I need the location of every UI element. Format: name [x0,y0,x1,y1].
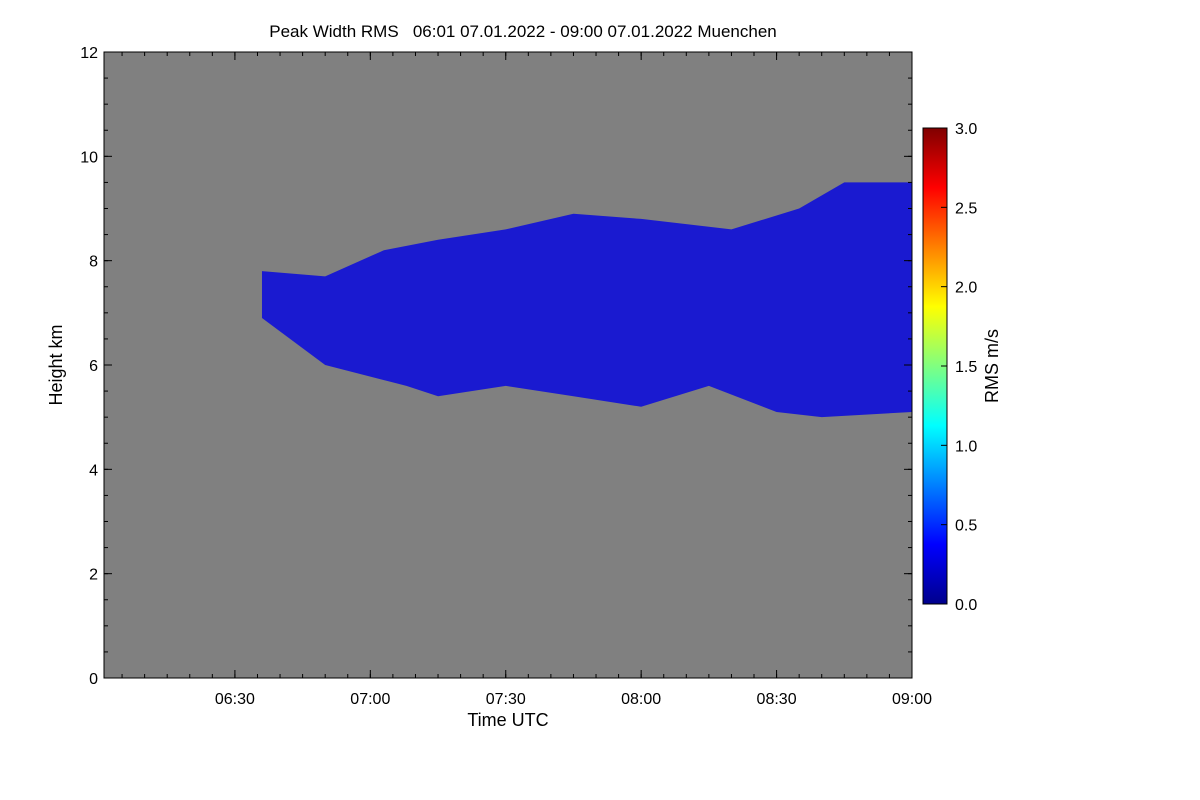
y-tick-label: 12 [80,45,98,62]
y-tick-label: 10 [80,149,98,166]
y-tick-label: 2 [89,567,98,584]
x-tick-label: 07:00 [350,691,390,708]
chart-title: Peak Width RMS 06:01 07.01.2022 - 09:00 … [269,22,777,41]
y-tick-label: 6 [89,358,98,375]
x-tick-label: 08:30 [757,691,797,708]
colorbar-tick-label: 2.0 [955,280,977,297]
colorbar-tick-label: 0.5 [955,518,977,535]
colorbar-tick-label: 0.0 [955,597,977,614]
colorbar-tick-label: 1.5 [955,359,977,376]
y-tick-label: 0 [89,671,98,688]
colorbar-tick-label: 1.0 [955,438,977,455]
cloud-layer [261,182,912,418]
x-tick-label: 09:00 [892,691,932,708]
y-axis-title: Height km [46,324,66,405]
colorbar-title: RMS m/s [982,329,1002,403]
colorbar-tick-label: 3.0 [955,121,977,138]
x-tick-label: 08:00 [621,691,661,708]
x-tick-label: 06:30 [215,691,255,708]
y-tick-label: 8 [89,254,98,271]
x-axis-title: Time UTC [467,710,548,730]
x-tick-label: 07:30 [486,691,526,708]
colorbar-tick-label: 2.5 [955,200,977,217]
y-tick-label: 4 [89,462,98,479]
